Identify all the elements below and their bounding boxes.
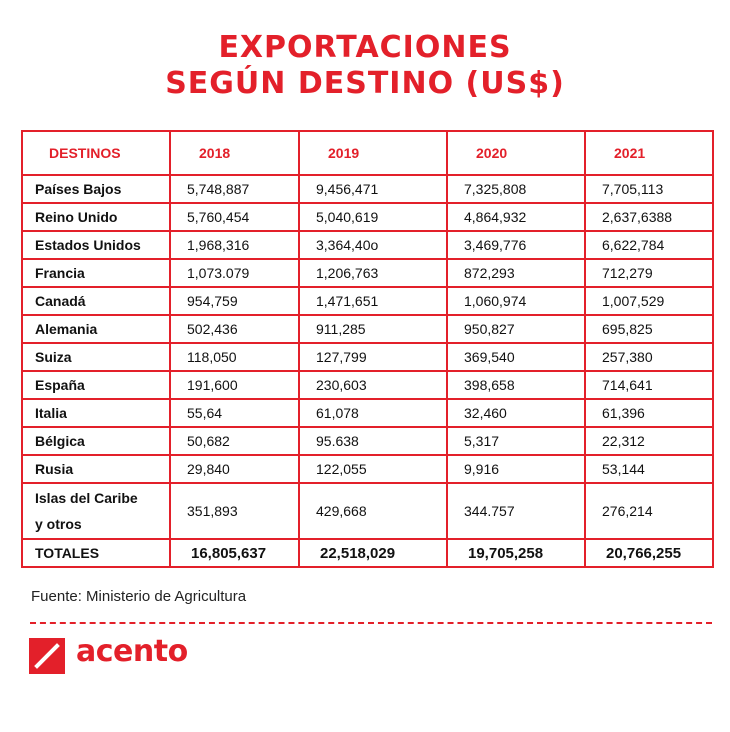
destination-cell: Países Bajos: [21, 174, 171, 204]
table-header-row: DESTINOS 2018 2019 2020 2021: [21, 130, 714, 176]
destination-line-2: y otros: [35, 516, 82, 532]
destination-cell: Reino Unido: [21, 202, 171, 232]
header-2019: 2019: [298, 130, 448, 176]
value-2021: 53,144: [584, 454, 714, 484]
source-note: Fuente: Ministerio de Agricultura: [31, 588, 247, 605]
acento-logo-icon: [29, 638, 65, 674]
value-2020: 4,864,932: [446, 202, 586, 232]
title-line-2: SEGÚN DESTINO (US$): [165, 66, 565, 101]
dashed-divider: [30, 622, 712, 624]
value-2021: 714,641: [584, 370, 714, 400]
value-2018: 5,748,887: [169, 174, 300, 204]
value-2018: 351,893: [169, 482, 300, 540]
value-2020: 872,293: [446, 258, 586, 288]
value-2019: 911,285: [298, 314, 448, 344]
value-2018: 118,050: [169, 342, 300, 372]
value-2021: 276,214: [584, 482, 714, 540]
value-2018: 29,840: [169, 454, 300, 484]
total-2018: 16,805,637: [169, 538, 300, 568]
value-2019: 95.638: [298, 426, 448, 456]
table-row: Estados Unidos 1,968,316 3,364,40o 3,469…: [21, 230, 714, 260]
value-2019: 127,799: [298, 342, 448, 372]
table-row: Suiza 118,050 127,799 369,540 257,380: [21, 342, 714, 372]
table-row: Países Bajos 5,748,887 9,456,471 7,325,8…: [21, 174, 714, 204]
value-2018: 5,760,454: [169, 202, 300, 232]
value-2020: 344.757: [446, 482, 586, 540]
value-2018: 50,682: [169, 426, 300, 456]
value-2020: 398,658: [446, 370, 586, 400]
value-2019: 1,471,651: [298, 286, 448, 316]
value-2018: 954,759: [169, 286, 300, 316]
destination-cell: Italia: [21, 398, 171, 428]
table-row: Reino Unido 5,760,454 5,040,619 4,864,93…: [21, 202, 714, 232]
destination-cell: Suiza: [21, 342, 171, 372]
value-2019: 61,078: [298, 398, 448, 428]
destination-cell: Francia: [21, 258, 171, 288]
header-2018: 2018: [169, 130, 300, 176]
value-2021: 22,312: [584, 426, 714, 456]
value-2020: 32,460: [446, 398, 586, 428]
exports-table: DESTINOS 2018 2019 2020 2021 Países Bajo…: [21, 130, 714, 568]
value-2018: 1,968,316: [169, 230, 300, 260]
destination-cell: Rusia: [21, 454, 171, 484]
title-line-1: EXPORTACIONES: [218, 30, 512, 65]
value-2020: 3,469,776: [446, 230, 586, 260]
destination-cell: Estados Unidos: [21, 230, 171, 260]
brand-name: acento: [76, 634, 188, 669]
totals-row: TOTALES 16,805,637 22,518,029 19,705,258…: [21, 538, 714, 568]
value-2021: 6,622,784: [584, 230, 714, 260]
value-2018: 191,600: [169, 370, 300, 400]
value-2019: 230,603: [298, 370, 448, 400]
value-2020: 369,540: [446, 342, 586, 372]
value-2019: 9,456,471: [298, 174, 448, 204]
value-2019: 1,206,763: [298, 258, 448, 288]
value-2019: 429,668: [298, 482, 448, 540]
destination-cell: Islas del Caribe y otros: [21, 482, 171, 540]
value-2021: 61,396: [584, 398, 714, 428]
table-row: Canadá 954,759 1,471,651 1,060,974 1,007…: [21, 286, 714, 316]
header-2020: 2020: [446, 130, 586, 176]
value-2018: 502,436: [169, 314, 300, 344]
value-2021: 1,007,529: [584, 286, 714, 316]
total-2020: 19,705,258: [446, 538, 586, 568]
destination-cell: Bélgica: [21, 426, 171, 456]
value-2020: 9,916: [446, 454, 586, 484]
value-2018: 1,073.079: [169, 258, 300, 288]
destination-line-1: Islas del Caribe: [35, 490, 138, 506]
header-destinos: DESTINOS: [21, 130, 171, 176]
value-2019: 5,040,619: [298, 202, 448, 232]
totals-label: TOTALES: [21, 538, 171, 568]
table-row: Rusia 29,840 122,055 9,916 53,144: [21, 454, 714, 484]
destination-cell: España: [21, 370, 171, 400]
total-2019: 22,518,029: [298, 538, 448, 568]
value-2020: 7,325,808: [446, 174, 586, 204]
value-2021: 2,637,6388: [584, 202, 714, 232]
table-row: España 191,600 230,603 398,658 714,641: [21, 370, 714, 400]
destination-cell: Alemania: [21, 314, 171, 344]
table-row: Islas del Caribe y otros 351,893 429,668…: [21, 482, 714, 540]
value-2019: 122,055: [298, 454, 448, 484]
table-row: Bélgica 50,682 95.638 5,317 22,312: [21, 426, 714, 456]
total-2021: 20,766,255: [584, 538, 714, 568]
value-2021: 7,705,113: [584, 174, 714, 204]
value-2021: 712,279: [584, 258, 714, 288]
value-2020: 5,317: [446, 426, 586, 456]
value-2020: 1,060,974: [446, 286, 586, 316]
header-2021: 2021: [584, 130, 714, 176]
destination-cell: Canadá: [21, 286, 171, 316]
value-2021: 695,825: [584, 314, 714, 344]
value-2018: 55,64: [169, 398, 300, 428]
value-2020: 950,827: [446, 314, 586, 344]
value-2021: 257,380: [584, 342, 714, 372]
table-row: Francia 1,073.079 1,206,763 872,293 712,…: [21, 258, 714, 288]
value-2019: 3,364,40o: [298, 230, 448, 260]
table-row: Italia 55,64 61,078 32,460 61,396: [21, 398, 714, 428]
table-row: Alemania 502,436 911,285 950,827 695,825: [21, 314, 714, 344]
